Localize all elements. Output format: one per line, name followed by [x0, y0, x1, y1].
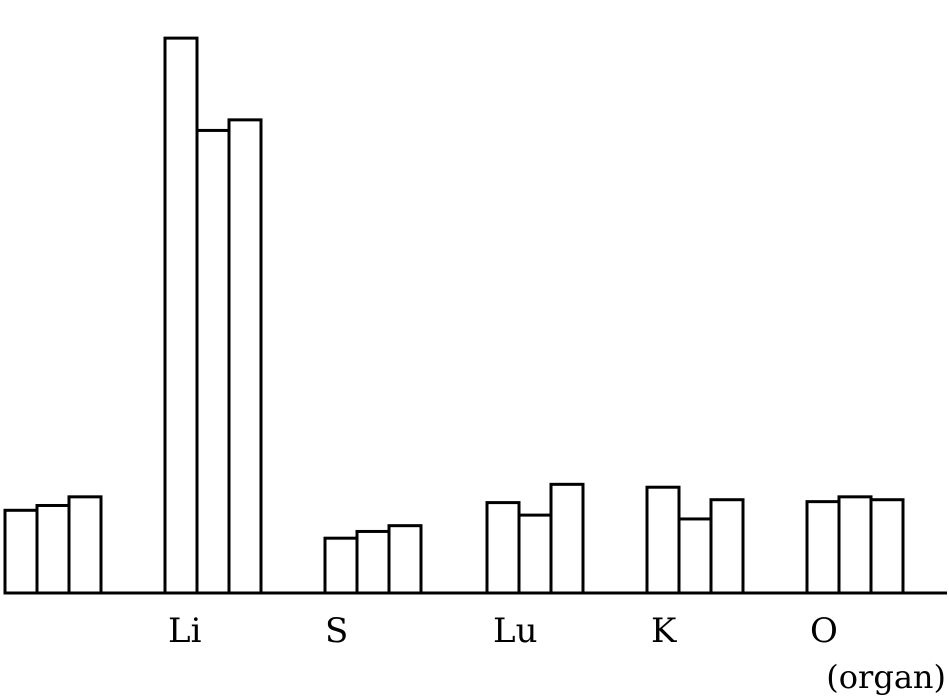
tick-label-li: Li: [168, 611, 202, 651]
bar-k-2: [677, 517, 713, 595]
bar-s-3: [387, 524, 423, 595]
bar-li-1: [163, 36, 199, 595]
bar-first-3: [67, 495, 103, 595]
bar-lu-2: [517, 513, 553, 595]
bar-o-2: [837, 495, 873, 595]
tick-label-lu: Lu: [493, 611, 537, 651]
bar-li-3: [227, 118, 263, 595]
bar-s-2: [355, 529, 391, 595]
tick-labels-group: Li S Lu K O: [168, 611, 838, 651]
bar-first-1: [3, 508, 39, 595]
bar-lu-1: [485, 501, 521, 595]
bar-k-3: [709, 498, 745, 595]
tick-label-k: K: [651, 611, 677, 651]
bar-li-2: [195, 128, 231, 595]
bar-k-1: [645, 485, 681, 595]
bars-group: [3, 36, 905, 595]
bar-first-2: [35, 503, 71, 595]
x-axis-label: (organ): [826, 658, 946, 696]
bar-o-3: [869, 498, 905, 595]
bar-o-1: [805, 500, 841, 595]
bar-s-1: [323, 536, 359, 595]
bar-lu-3: [549, 482, 585, 595]
tick-label-o: O: [810, 611, 838, 651]
tick-label-s: S: [325, 611, 348, 651]
